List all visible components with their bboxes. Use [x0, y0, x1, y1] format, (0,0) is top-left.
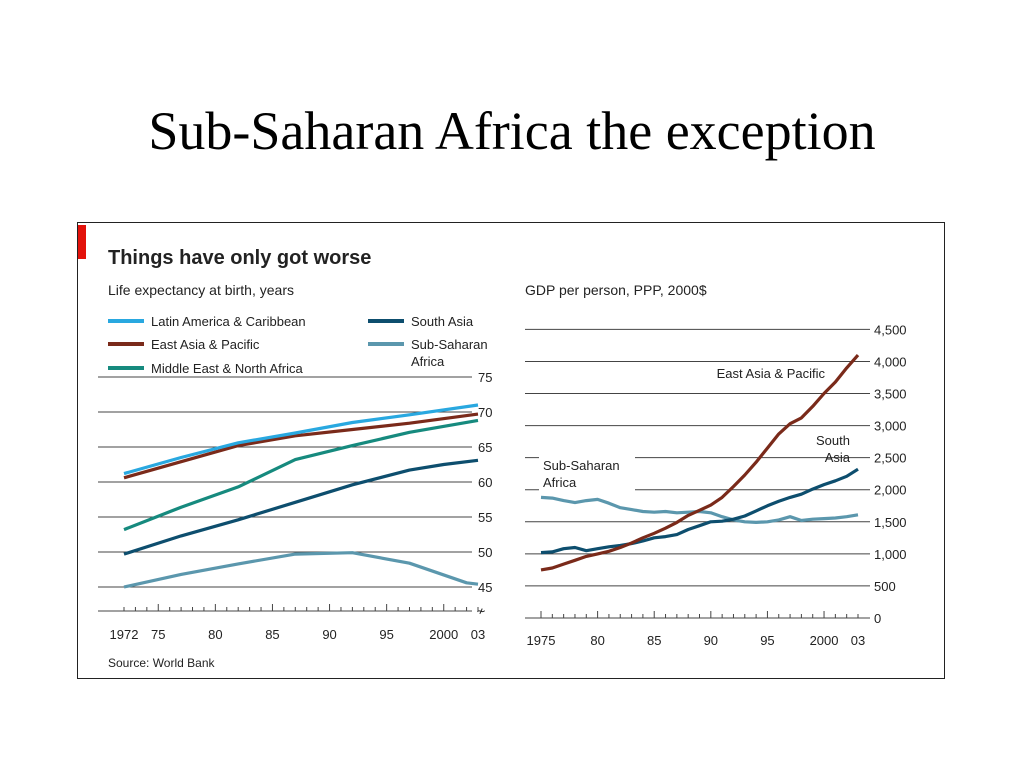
x-tick-label: 2000: [810, 633, 839, 648]
legend-label: South Asia: [411, 314, 474, 329]
series-line: [123, 412, 479, 480]
y-tick-label: 2,000: [874, 483, 907, 498]
x-tick-label: 95: [760, 633, 774, 648]
x-tick-label: 80: [208, 627, 222, 642]
y-tick-label: 70: [478, 405, 492, 420]
y-tick-label: 55: [478, 510, 492, 525]
right-chart-title: GDP per person, PPP, 2000$: [525, 282, 707, 298]
x-tick-label: 03: [851, 633, 865, 648]
series-line: [123, 458, 479, 556]
gdp-per-person-chart: 0 500 1,000 1,500 2,000 2,500 3,000 3,500 4,000 4…: [525, 322, 907, 648]
x-tick-label: 95: [379, 627, 393, 642]
life-expectancy-chart: Latin America & Caribbean South Asia East …: [98, 314, 492, 642]
series-label: Sub-Saharan Africa: [543, 458, 620, 490]
x-tick-label: 85: [647, 633, 661, 648]
axis-break-icon: ≁: [476, 604, 486, 618]
series-label: South Asia: [816, 433, 851, 465]
left-chart-title: Life expectancy at birth, years: [108, 282, 294, 298]
y-tick-label: 75: [478, 370, 492, 385]
x-tick-label: 90: [322, 627, 336, 642]
y-tick-label: 50: [478, 545, 492, 560]
x-tick-label: 85: [265, 627, 279, 642]
y-tick-label: 65: [478, 440, 492, 455]
series-line: [540, 467, 859, 555]
x-tick-label: 03: [471, 627, 485, 642]
headline-accent-bar: [78, 225, 86, 259]
series-line: [123, 403, 479, 476]
y-tick-label: 500: [874, 579, 896, 594]
legend-label: East Asia & Pacific: [151, 337, 260, 352]
source-note: Source: World Bank: [108, 656, 215, 670]
x-tick-label: 1972: [110, 627, 139, 642]
legend-label: Middle East & North Africa: [151, 361, 303, 376]
y-tick-label: 4,500: [874, 322, 907, 337]
y-tick-label: 4,000: [874, 354, 907, 369]
series-label: East Asia & Pacific: [717, 366, 826, 381]
series-line: [540, 354, 860, 572]
y-tick-label: 1,000: [874, 547, 907, 562]
y-tick-label: 1,500: [874, 515, 907, 530]
x-tick-label: 80: [590, 633, 604, 648]
x-tick-label: 90: [704, 633, 718, 648]
series-line: [123, 418, 479, 532]
slide-title: Sub-Saharan Africa the exception: [148, 101, 876, 161]
y-tick-label: 3,500: [874, 387, 907, 402]
y-tick-label: 0: [874, 611, 881, 626]
chart-figure: Things have only got worse Life expectan…: [77, 222, 945, 679]
chart-canvas: Things have only got worse Life expectan…: [78, 225, 907, 670]
y-tick-label: 45: [478, 580, 492, 595]
y-tick-label: 3,000: [874, 419, 907, 434]
y-tick-label: 2,500: [874, 451, 907, 466]
legend-label: Sub-Saharan Africa: [411, 337, 488, 369]
x-tick-label: 1975: [527, 633, 556, 648]
figure-headline: Things have only got worse: [108, 247, 371, 269]
series-line: [123, 551, 479, 589]
legend-label: Latin America & Caribbean: [151, 314, 306, 329]
y-tick-label: 60: [478, 475, 492, 490]
x-tick-label: 2000: [429, 627, 458, 642]
series-label-backdrop: [539, 455, 635, 493]
x-tick-label: 75: [151, 627, 165, 642]
